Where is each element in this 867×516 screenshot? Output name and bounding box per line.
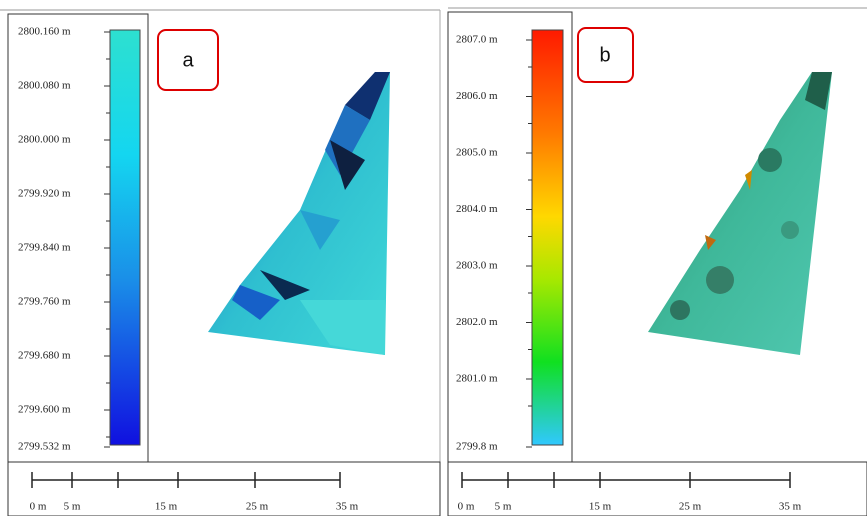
colorbar-label: 2802.0 m [456, 316, 498, 328]
scale-label: 0 m [458, 501, 475, 513]
figure: 2800.160 m 2800.080 m 2800.000 m 2799.920 m… [0, 0, 867, 516]
colorbar-label: 2807.0 m [456, 34, 498, 46]
colorbar-label: 2800.000 m [18, 134, 71, 146]
colorbar-label: 2799.760 m [18, 296, 71, 308]
terrain [648, 72, 832, 355]
panel-label: b [599, 44, 610, 66]
colorbar-label: 2803.0 m [456, 260, 498, 272]
colorbar-label: 2800.080 m [18, 80, 71, 92]
colorbar-label: 2799.840 m [18, 242, 71, 254]
colorbar [110, 30, 140, 445]
colorbar-label: 2805.0 m [456, 147, 498, 159]
scale-label: 15 m [589, 501, 612, 513]
terrain [208, 72, 390, 355]
scale-label: 15 m [155, 501, 178, 513]
colorbar-label: 2799.600 m [18, 404, 71, 416]
colorbar-label: 2800.160 m [18, 26, 71, 38]
scale-label: 5 m [64, 501, 81, 513]
scale-label: 0 m [30, 501, 47, 513]
colorbar-label: 2799.920 m [18, 188, 71, 200]
scale-label: 5 m [495, 501, 512, 513]
colorbar-label: 2804.0 m [456, 203, 498, 215]
scale-label: 35 m [336, 501, 359, 513]
colorbar-label: 2799.8 m [456, 441, 498, 453]
colorbar-label: 2801.0 m [456, 373, 498, 385]
colorbar-label: 2799.680 m [18, 350, 71, 362]
colorbar-label: 2799.532 m [18, 441, 71, 453]
scale-label: 25 m [246, 501, 269, 513]
panel-label: a [182, 49, 194, 71]
scale-label: 25 m [679, 501, 702, 513]
colorbar-label: 2806.0 m [456, 90, 498, 102]
colorbar [532, 30, 563, 445]
scale-label: 35 m [779, 501, 802, 513]
